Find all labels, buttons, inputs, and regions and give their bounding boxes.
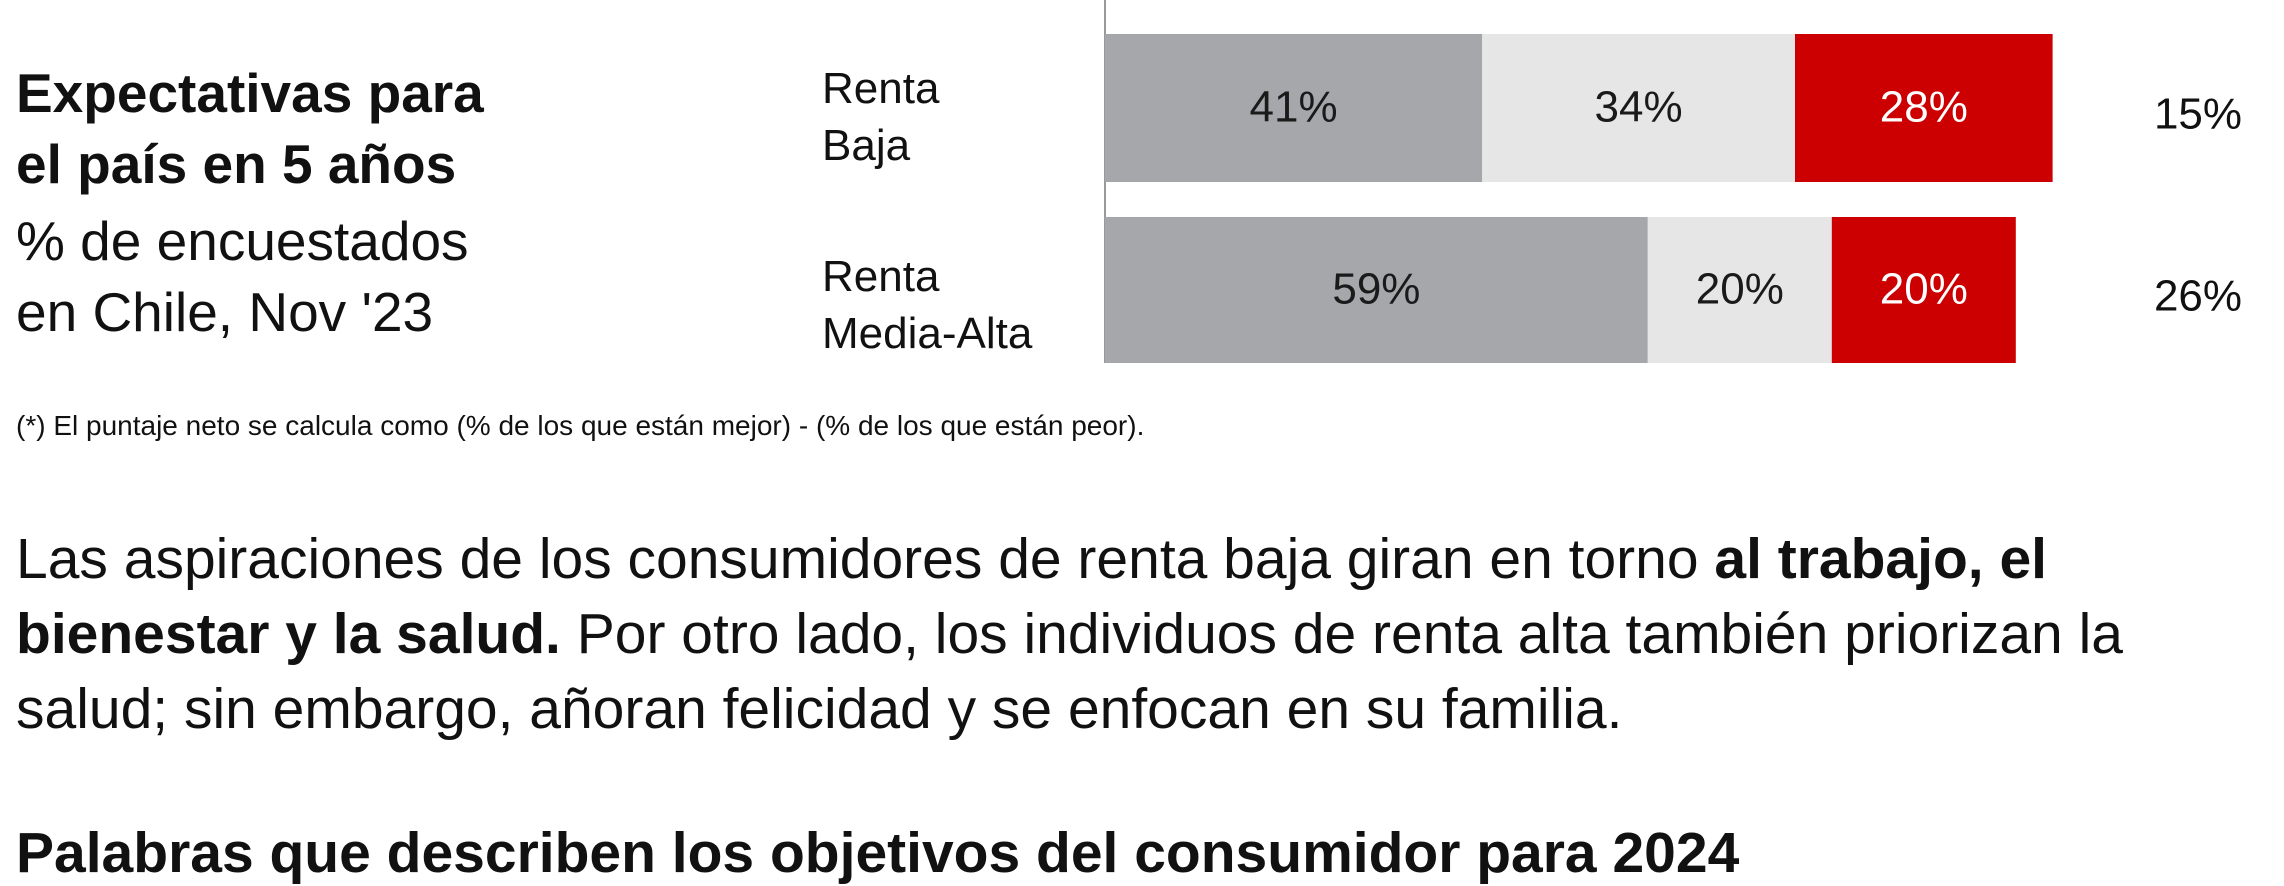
data-label: 41% xyxy=(1250,83,1338,132)
chart: 41% 34% 28% 15% 59% 20% 20% 26% xyxy=(1104,0,2242,363)
data-label: 34% xyxy=(1595,83,1683,132)
net-score: 15% xyxy=(2154,90,2242,139)
data-label: 20% xyxy=(1696,265,1784,314)
bar-segment xyxy=(1795,34,2053,182)
bar-segment xyxy=(1105,217,1648,363)
footnote: (*) El puntaje neto se calcula como (% d… xyxy=(16,410,1145,441)
data-label: 20% xyxy=(1880,265,1968,314)
chart-subtitle: % de encuestados en Chile, Nov '23 xyxy=(16,210,469,343)
paragraph: Las aspiraciones de los consumidores de … xyxy=(16,522,2266,747)
paragraph-segment: al trabajo, el bienestar y la salud. xyxy=(16,527,2047,666)
paragraph-segment: Las aspiraciones de los consumidores de … xyxy=(16,527,1715,591)
data-label: 28% xyxy=(1880,83,1968,132)
data-label: 59% xyxy=(1332,265,1420,314)
section-heading: Palabras que describen los objetivos del… xyxy=(16,821,1740,885)
bar-segment xyxy=(1482,34,1795,182)
net-score: 26% xyxy=(2154,272,2242,321)
chart-title: Expectativas para el país en 5 años xyxy=(16,62,484,195)
bar-segment xyxy=(1647,217,1832,363)
category-label: Renta Baja xyxy=(822,64,940,170)
bar-segment xyxy=(1831,217,2016,363)
paragraph-segment: Por otro lado, los individuos de renta a… xyxy=(16,602,2123,741)
bar-segment xyxy=(1105,34,1483,182)
category-label: Renta Media-Alta xyxy=(822,252,1033,358)
